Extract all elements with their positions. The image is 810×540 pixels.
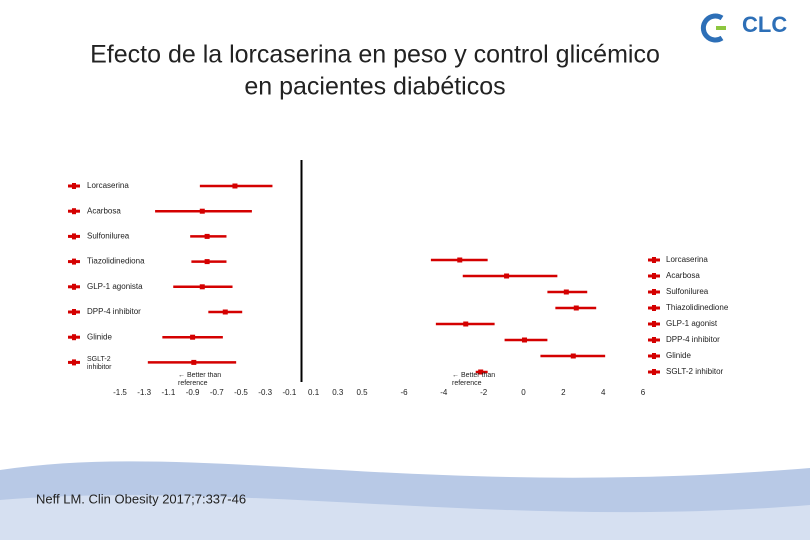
legend-icon-dot	[72, 183, 76, 189]
point-estimate	[504, 273, 510, 279]
legend-icon-dot	[72, 309, 76, 315]
point-estimate	[521, 337, 527, 343]
footer-wave-light	[0, 495, 810, 540]
legend-icon-dot	[72, 233, 76, 240]
logo-mark	[700, 13, 724, 43]
logo: CLC	[700, 12, 787, 43]
source: Neff LM. Clin Obesity 2017;7:337-46	[36, 491, 246, 506]
category-label: Thiazolidinedione	[666, 303, 729, 312]
legend-icon-dot	[72, 258, 76, 265]
x-tick-label: -1.5	[113, 388, 127, 397]
x-tick-label: -0.9	[186, 388, 200, 397]
point-estimate	[573, 305, 579, 311]
legend-icon-dot	[652, 353, 656, 359]
legend-icon-dot	[652, 305, 656, 311]
x-tick-label: 4	[601, 388, 606, 397]
x-tick-label: -0.7	[210, 388, 224, 397]
annotation: ← Better than reference	[452, 372, 496, 387]
point-estimate	[199, 284, 205, 290]
annotation: ← Better than reference	[178, 372, 222, 387]
x-tick-label: -1.3	[137, 388, 151, 397]
x-tick-label: 0.5	[356, 388, 368, 397]
x-tick-label: -4	[440, 388, 448, 397]
point-estimate	[199, 208, 205, 214]
legend-icon-dot	[652, 273, 656, 279]
point-estimate	[191, 359, 197, 365]
x-tick-label: 0	[521, 388, 526, 397]
title-line: en pacientes diabéticos	[244, 73, 505, 101]
point-estimate	[190, 334, 196, 340]
category-label: Lorcaserina	[666, 255, 708, 264]
x-tick-label: 6	[641, 388, 646, 397]
category-label: Acarbosa	[666, 271, 700, 280]
category-label: Glinide	[666, 351, 691, 360]
category-label: Sulfonilurea	[666, 287, 709, 296]
legend-icon-dot	[72, 334, 76, 341]
x-tick-label: 0.1	[308, 388, 320, 397]
logo-text: CLC	[742, 12, 787, 37]
x-tick-label: -0.3	[258, 388, 272, 397]
legend-icon-dot	[652, 321, 656, 327]
legend-icon-dot	[652, 257, 656, 263]
category-label-box: SGLT-2 inhibitor	[87, 356, 112, 372]
annotation-box: ← Better than reference	[178, 372, 222, 387]
category-label: Sulfonilurea	[87, 232, 130, 241]
category-label: Tiazolidinediona	[87, 257, 145, 266]
point-estimate	[232, 183, 238, 189]
legend-icon-dot	[652, 337, 656, 343]
annotation-box: ← Better than reference	[452, 372, 496, 387]
x-tick-label: -2	[480, 388, 488, 397]
x-tick-label: 2	[561, 388, 566, 397]
point-estimate	[204, 259, 210, 265]
point-estimate	[463, 321, 469, 327]
title-line: Efecto de la lorcaserina en peso y contr…	[90, 41, 660, 69]
category-label: Lorcaserina	[87, 181, 129, 190]
category-label: SGLT-2 inhibitor	[87, 356, 112, 372]
x-tick-label: -0.5	[234, 388, 248, 397]
point-estimate	[222, 309, 228, 315]
legend-icon-dot	[72, 283, 76, 290]
legend-icon-dot	[72, 208, 76, 215]
x-tick-label: -6	[400, 388, 408, 397]
point-estimate	[563, 289, 569, 295]
category-label: Glinide	[87, 332, 112, 341]
point-estimate	[457, 257, 463, 263]
legend-icon-dot	[652, 289, 656, 295]
category-label: GLP-1 agonista	[87, 282, 143, 291]
category-label: DPP-4 inhibitor	[87, 307, 141, 316]
category-label: GLP-1 agonist	[666, 319, 718, 328]
point-estimate	[478, 369, 484, 375]
point-estimate	[204, 233, 210, 239]
point-estimate	[570, 353, 576, 359]
category-label: Acarbosa	[87, 206, 121, 215]
category-label: DPP-4 inhibitor	[666, 335, 720, 344]
x-tick-label: -1.1	[162, 388, 176, 397]
category-label: SGLT-2 inhibitor	[666, 367, 724, 376]
legend-icon-dot	[72, 359, 76, 366]
legend-icon-dot	[652, 369, 656, 375]
x-tick-label: -0.1	[283, 388, 297, 397]
x-tick-label: 0.3	[332, 388, 344, 397]
